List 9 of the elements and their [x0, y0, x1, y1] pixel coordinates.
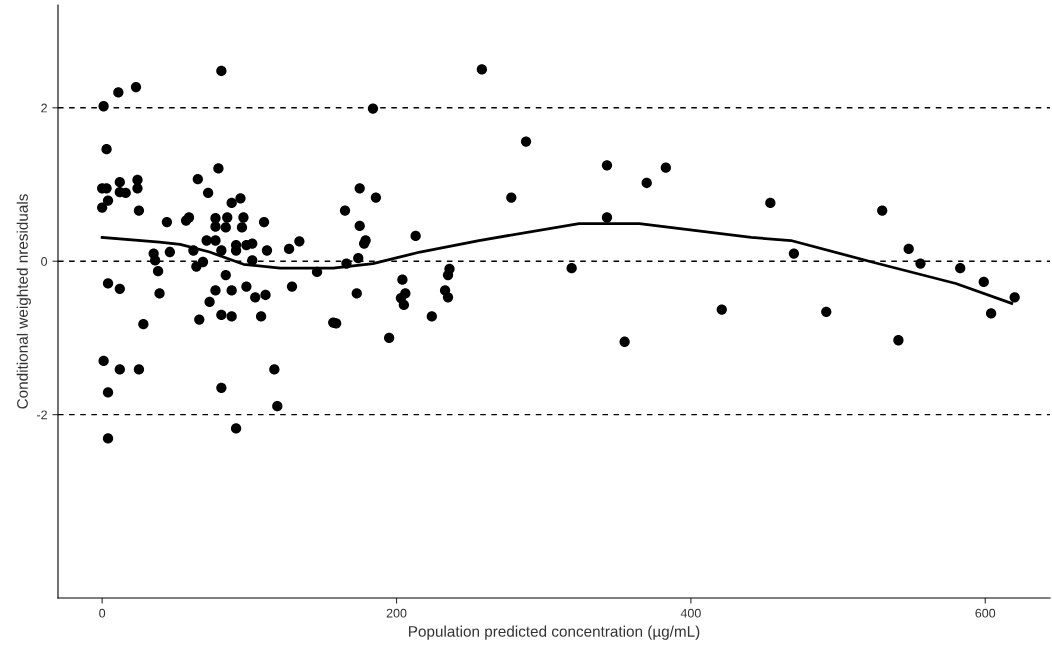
x-tick-label: 200	[386, 608, 407, 618]
y-tick-label: 0	[41, 257, 48, 266]
x-tick-label: 400	[680, 608, 701, 618]
y-axis-title: Conditional weighted nresiduals	[16, 194, 31, 409]
y-tick-label: 2	[41, 103, 47, 113]
x-axis-title: Population predicted concentration (µg/mL)	[409, 625, 700, 640]
x-tick-label: 600	[975, 608, 996, 618]
y-tick-label: -2	[37, 410, 47, 420]
x-tick-label: 0	[99, 608, 106, 618]
